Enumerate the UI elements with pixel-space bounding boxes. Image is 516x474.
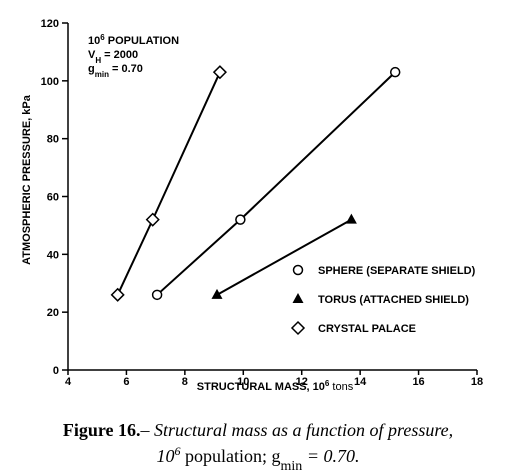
annotation-base: 10 bbox=[88, 35, 100, 47]
marker-diamond bbox=[110, 287, 125, 302]
legend-marker bbox=[290, 320, 306, 336]
annotation: gmin = 0.70 bbox=[88, 63, 143, 79]
annotation-sub: min bbox=[95, 70, 109, 79]
x-tick-label: 14 bbox=[354, 376, 367, 388]
y-tick-label: 80 bbox=[47, 134, 59, 146]
marker-triangle bbox=[345, 213, 357, 224]
annotation-rest: = 0.70 bbox=[109, 63, 143, 75]
caption-mid: population; g bbox=[181, 446, 281, 466]
caption-text: Structural mass as a function of pressur… bbox=[150, 420, 454, 440]
annotation-sup: 6 bbox=[100, 33, 105, 42]
annotation-rest: POPULATION bbox=[105, 35, 179, 47]
y-tick-label: 100 bbox=[41, 76, 59, 88]
annotation-base: g bbox=[88, 63, 95, 75]
legend-marker bbox=[292, 293, 304, 303]
x-tick-label: 18 bbox=[471, 376, 483, 388]
x-axis-label-text: STRUCTURAL MASS, 10 bbox=[197, 381, 325, 393]
caption-sup: 6 bbox=[175, 444, 181, 458]
x-tick-label: 16 bbox=[412, 376, 424, 388]
y-tick-label: 20 bbox=[47, 307, 59, 319]
x-tick-label: 10 bbox=[237, 376, 249, 388]
x-tick-label: 8 bbox=[182, 376, 188, 388]
y-tick-label: 0 bbox=[53, 365, 59, 377]
legend-marker bbox=[292, 264, 304, 276]
annotation-base: V bbox=[88, 49, 96, 61]
x-axis-label-rest: tons bbox=[329, 381, 353, 393]
annotation: VH = 2000 bbox=[88, 49, 138, 65]
annotation: 106 POPULATION bbox=[88, 33, 179, 48]
x-axis-label: STRUCTURAL MASS, 106 tons bbox=[197, 379, 354, 394]
legend-label: SPHERE (SEPARATE SHIELD) bbox=[318, 265, 476, 277]
caption-dash: – bbox=[140, 420, 151, 440]
legend-label: CRYSTAL PALACE bbox=[318, 323, 416, 335]
caption-base: 10 bbox=[157, 446, 175, 466]
x-tick-label: 6 bbox=[123, 376, 129, 388]
marker-circle bbox=[235, 214, 246, 225]
series-line bbox=[216, 218, 352, 296]
marker-triangle bbox=[211, 288, 223, 299]
y-tick-label: 120 bbox=[41, 18, 59, 30]
series-line bbox=[116, 71, 221, 296]
annotation-rest: = 2000 bbox=[101, 49, 138, 61]
marker-circle bbox=[389, 66, 401, 78]
caption-sub: min bbox=[281, 459, 303, 474]
caption-label: Figure 16. bbox=[63, 420, 141, 440]
y-tick-label: 40 bbox=[47, 249, 59, 261]
annotation-sub: H bbox=[95, 56, 101, 65]
legend-label: TORUS (ATTACHED SHIELD) bbox=[318, 294, 469, 306]
x-axis-label-sup: 6 bbox=[325, 379, 330, 388]
x-tick-label: 4 bbox=[65, 376, 72, 388]
marker-diamond bbox=[212, 65, 227, 80]
marker-diamond bbox=[145, 212, 160, 227]
caption-line-1: Figure 16.– Structural mass as a functio… bbox=[63, 420, 453, 440]
x-tick-label: 12 bbox=[296, 376, 308, 388]
caption-rest: = 0.70. bbox=[302, 446, 359, 466]
y-tick-label: 60 bbox=[47, 192, 59, 204]
marker-circle bbox=[151, 289, 163, 301]
caption-line-2: 106 population; gmin = 0.70. bbox=[157, 444, 360, 474]
y-axis-label: ATMOSPHERIC PRESSURE, kPa bbox=[21, 94, 33, 265]
